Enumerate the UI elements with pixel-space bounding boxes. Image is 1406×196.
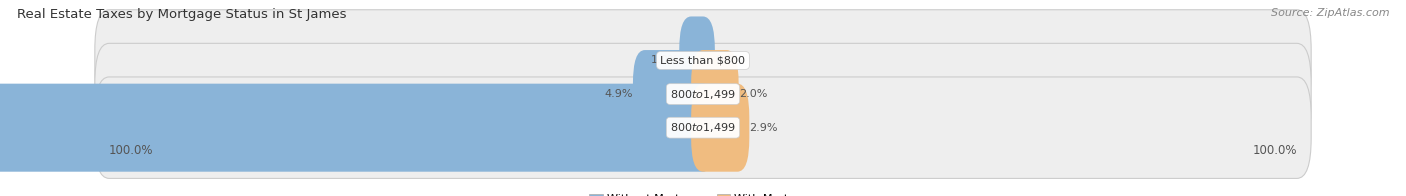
FancyBboxPatch shape [94,43,1312,145]
Text: Source: ZipAtlas.com: Source: ZipAtlas.com [1271,8,1389,18]
Text: $800 to $1,499: $800 to $1,499 [671,88,735,101]
FancyBboxPatch shape [94,10,1312,111]
Text: 2.9%: 2.9% [749,123,778,133]
Text: 100.0%: 100.0% [1253,144,1296,157]
Text: $800 to $1,499: $800 to $1,499 [671,121,735,134]
FancyBboxPatch shape [692,84,749,172]
Text: 100.0%: 100.0% [110,144,153,157]
Text: 0.0%: 0.0% [714,55,744,65]
Text: 2.0%: 2.0% [738,89,768,99]
Text: Real Estate Taxes by Mortgage Status in St James: Real Estate Taxes by Mortgage Status in … [17,8,346,21]
Text: 4.9%: 4.9% [605,89,633,99]
FancyBboxPatch shape [94,77,1312,178]
FancyBboxPatch shape [692,50,738,138]
Text: Less than $800: Less than $800 [661,55,745,65]
FancyBboxPatch shape [679,16,714,104]
FancyBboxPatch shape [0,84,714,172]
Legend: Without Mortgage, With Mortgage: Without Mortgage, With Mortgage [585,189,821,196]
Text: 1.0%: 1.0% [651,55,679,65]
FancyBboxPatch shape [633,50,714,138]
